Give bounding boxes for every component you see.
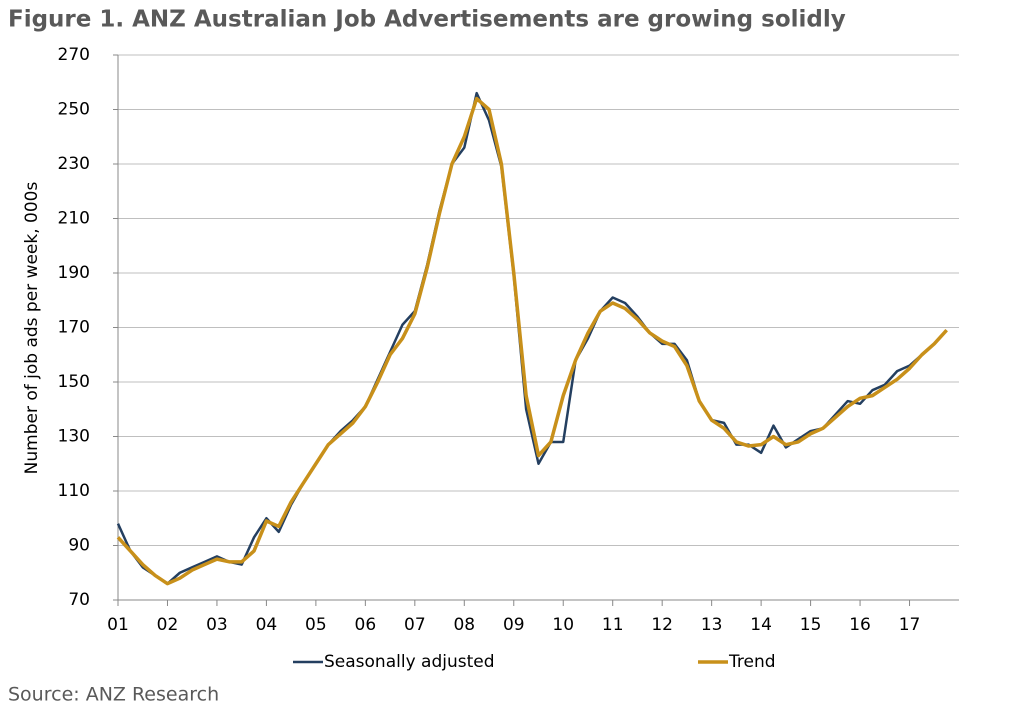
y-tick-label: 270: [58, 45, 90, 65]
x-tick-label: 08: [453, 615, 475, 635]
x-tick-label: 07: [404, 615, 426, 635]
y-tick-label: 130: [58, 427, 90, 447]
y-tick-label: 250: [58, 100, 90, 120]
x-tick-label: 15: [800, 615, 822, 635]
x-tick-label: 02: [157, 615, 179, 635]
x-tick-label: 16: [849, 615, 871, 635]
x-tick-label: 11: [602, 615, 624, 635]
x-tick-label: 17: [899, 615, 921, 635]
y-tick-label: 190: [58, 263, 90, 283]
series-line: [116, 91, 948, 585]
y-tick-label: 210: [58, 209, 90, 229]
legend-label: Trend: [728, 652, 776, 672]
y-tick-label: 150: [58, 372, 90, 392]
chart-title: Figure 1. ANZ Australian Job Advertiseme…: [8, 7, 846, 33]
y-axis-label: Number of job ads per week, 000s: [22, 182, 42, 475]
y-tick-label: 170: [58, 318, 90, 338]
y-tick-label: 90: [68, 536, 90, 556]
y-tick-label: 70: [68, 590, 90, 610]
legend-label: Seasonally adjusted: [324, 652, 495, 672]
x-tick-label: 12: [651, 615, 673, 635]
x-tick-label: 13: [701, 615, 723, 635]
x-tick-label: 06: [355, 615, 377, 635]
source: Source: ANZ Research: [8, 684, 219, 706]
series-line: [116, 96, 948, 586]
x-tick-label: 04: [256, 615, 278, 635]
x-tick-label: 03: [206, 615, 228, 635]
x-tick-label: 09: [503, 615, 525, 635]
x-tick-label: 01: [107, 615, 129, 635]
x-tick-label: 10: [552, 615, 574, 635]
x-tick-label: 14: [750, 615, 772, 635]
x-tick-label: 05: [305, 615, 327, 635]
y-tick-label: 230: [58, 154, 90, 174]
y-tick-label: 110: [58, 481, 90, 501]
